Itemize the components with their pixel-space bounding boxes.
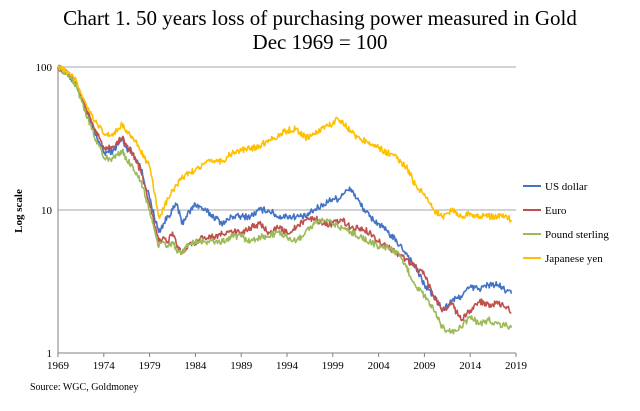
x-tick-label: 2004 <box>368 360 391 372</box>
y-tick-label: 1 <box>47 348 53 360</box>
series-line-euro <box>57 65 512 322</box>
series-lines <box>57 64 513 335</box>
chart-subtitle: Dec 1969 = 100 <box>252 30 388 54</box>
source-note: Source: WGC, Goldmoney <box>30 382 139 393</box>
tick-labels: 1 10 100 1969 1974 1979 1984 1989 1994 1999 2004 20… <box>36 62 528 372</box>
gridlines <box>58 66 516 211</box>
series-line-japanese-yen <box>57 65 513 223</box>
x-tick-label: 2009 <box>413 360 436 372</box>
x-tick-label: 2014 <box>459 360 482 372</box>
x-tick-label: 1974 <box>93 360 116 372</box>
x-tick-label: 1969 <box>47 360 70 372</box>
y-tick-label: 100 <box>36 62 53 74</box>
y-axis-label: Log scale <box>13 189 25 233</box>
legend-label: Japanese yen <box>545 253 603 265</box>
x-tick-label: 1979 <box>139 360 162 372</box>
x-tick-label: 1994 <box>276 360 299 372</box>
chart-title: Chart 1. 50 years loss of purchasing pow… <box>63 6 577 30</box>
x-tick-label: 1999 <box>322 360 345 372</box>
x-tick-label: 2019 <box>505 360 528 372</box>
legend-label: US dollar <box>545 181 588 193</box>
legend: US dollar Euro Pound sterling Japanese yen <box>523 181 609 265</box>
y-tick-label: 10 <box>41 205 53 217</box>
axes <box>57 67 517 357</box>
x-tick-label: 1984 <box>184 360 207 372</box>
series-line-us-dollar <box>57 64 513 312</box>
legend-label: Euro <box>545 205 567 217</box>
series-line-pound-sterling <box>57 64 513 335</box>
legend-label: Pound sterling <box>545 229 609 241</box>
x-tick-label: 1989 <box>230 360 253 372</box>
